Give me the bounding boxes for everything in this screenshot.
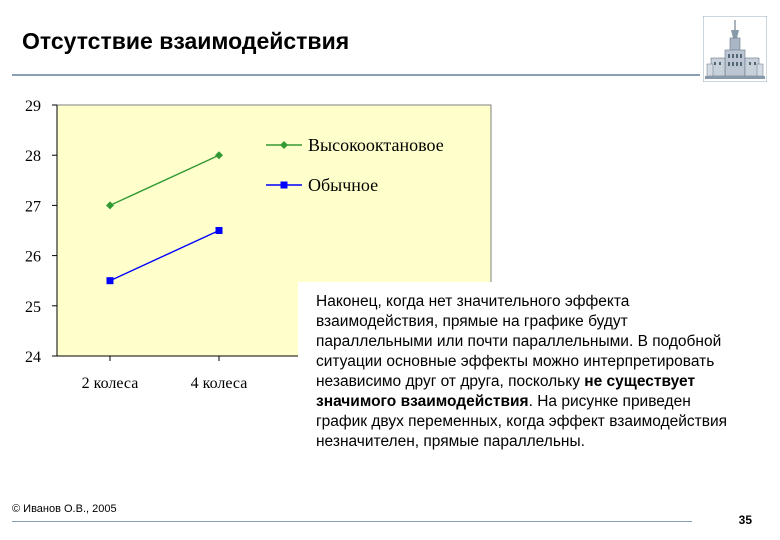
series-layer (106, 151, 223, 285)
legend-marker-1 (280, 141, 288, 149)
chart-legend: Высокооктановое Обычное (266, 135, 444, 195)
y-axis: 24 25 26 27 28 29 (25, 98, 58, 366)
title-divider (12, 74, 700, 76)
series-line-2 (109, 229, 220, 282)
page-number: 35 (738, 513, 752, 527)
explanation-part-2: . На рисунке приведен график двух переме… (316, 393, 728, 450)
y-tick-label: 27 (25, 198, 41, 215)
university-building-logo (703, 16, 767, 82)
y-tick-label: 29 (25, 98, 41, 115)
y-tick-label: 25 (25, 299, 41, 316)
footer-copyright: © Иванов О.В., 2005 (12, 503, 117, 515)
legend-marker-2 (280, 181, 288, 189)
x-axis: 2 колеса 4 колеса (57, 355, 491, 392)
explanation-part-1: Наконец, когда нет значительного эффекта… (316, 293, 722, 390)
x-tick-label: 2 колеса (82, 375, 139, 392)
y-tick-label: 26 (25, 249, 41, 266)
y-tick-label: 28 (25, 148, 41, 165)
legend-label-2: Обычное (308, 175, 378, 195)
explanation-bold: не существует значимого взаимодействия (316, 373, 696, 410)
series-point-1 (106, 201, 114, 210)
explanation-text: Наконец, когда нет значительного эффекта… (316, 292, 736, 452)
footer-divider (12, 521, 692, 522)
series-point-2 (106, 277, 114, 285)
explanation-callout: Наконец, когда нет значительного эффекта… (298, 282, 740, 492)
y-tick-label: 24 (25, 349, 41, 366)
series-point-2 (215, 227, 223, 234)
legend-label-1: Высокооктановое (308, 135, 444, 155)
page-title: Отсутствие взаимодействия (22, 28, 350, 54)
x-tick-label: 4 колеса (191, 375, 248, 392)
series-point-1 (215, 151, 223, 160)
series-line-1 (109, 154, 220, 207)
